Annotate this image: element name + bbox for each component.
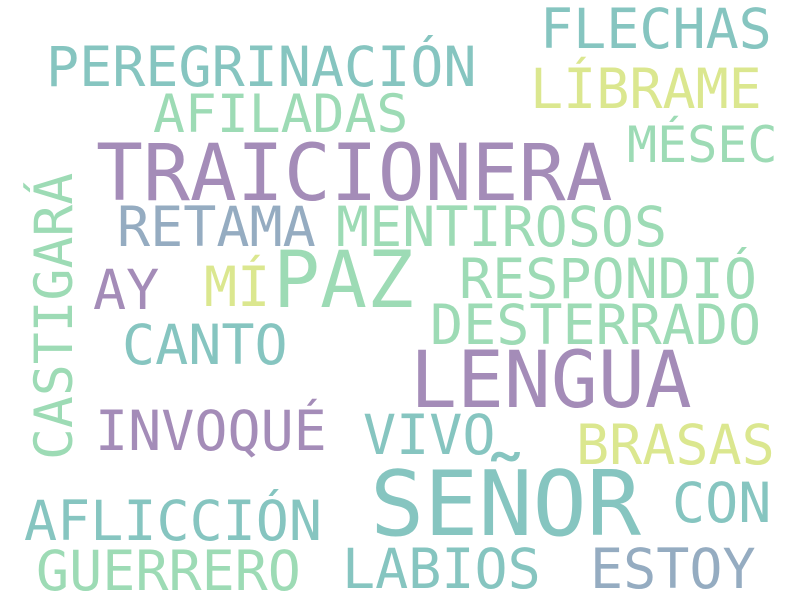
word-peregrinacion: PEREGRINACIÓN (46, 35, 477, 99)
word-vivo: VIVO (363, 403, 496, 467)
word-respondio: RESPONDIÓ (459, 247, 758, 311)
word-traicionera: TRAICIONERA (96, 129, 613, 219)
word-brasas: BRASAS (576, 413, 775, 477)
word-mesec: MÉSEC (627, 116, 778, 174)
word-mentirosos: MENTIROSOS (336, 195, 668, 259)
word-librame: LÍBRAME (530, 57, 762, 121)
word-guerrero: GUERRERO (36, 539, 301, 600)
word-flechas: FLECHAS (540, 0, 772, 61)
word-desterrado: DESTERRADO (430, 293, 762, 357)
word-afliccion: AFLICCIÓN (24, 489, 323, 553)
word-ay: AY (93, 258, 160, 322)
word-mi: MÍ (204, 255, 271, 319)
word-invoque: INVOQUÉ (95, 399, 327, 463)
word-estoy: ESTOY (590, 537, 756, 600)
word-afiladas: AFILADAS (153, 84, 409, 145)
word-senor: SEÑOR (370, 452, 641, 557)
word-paz: PAZ (273, 236, 414, 326)
word-labios: LABIOS (342, 537, 541, 600)
word-con: CON (672, 471, 772, 535)
word-canto: CANTO (122, 313, 288, 377)
word-lengua: LENGUA (410, 336, 692, 426)
word-castigara: CASTIGARÁ (24, 172, 85, 460)
word-retama: RETAMA (117, 195, 316, 259)
